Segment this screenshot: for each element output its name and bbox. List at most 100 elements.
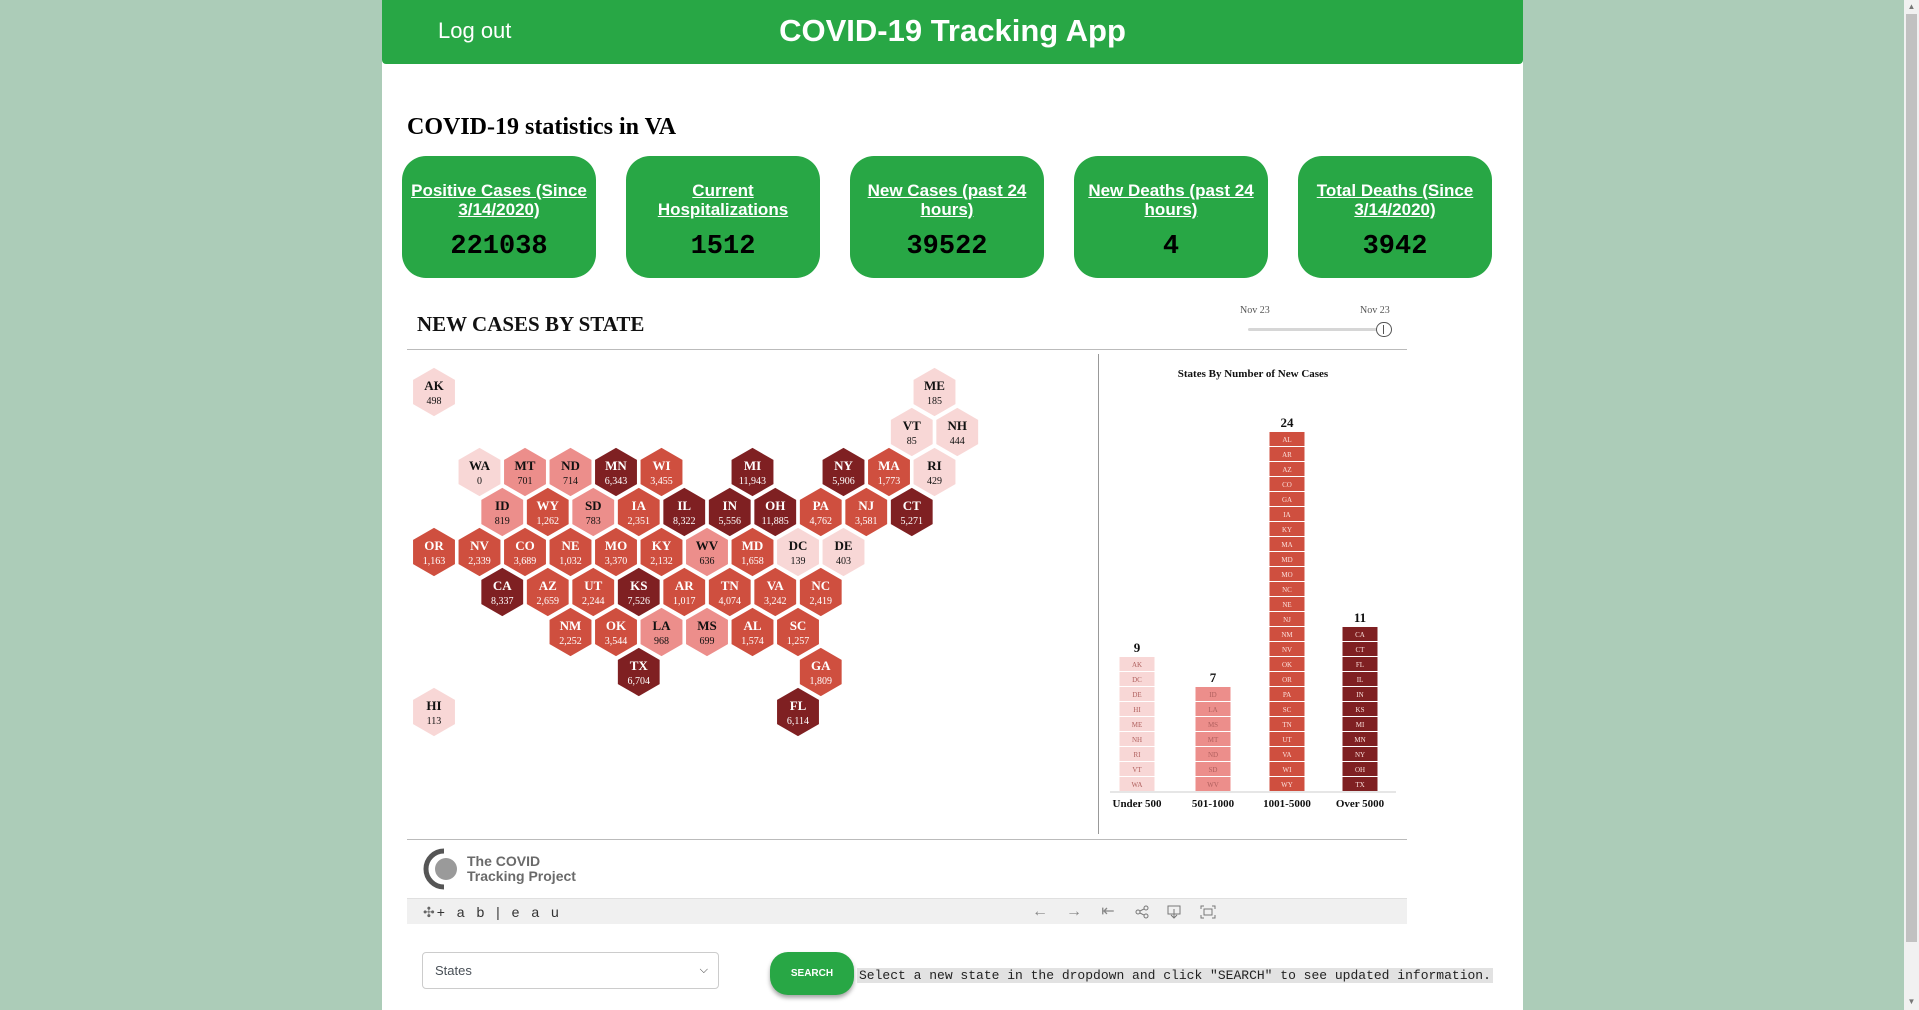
state-tile-dc[interactable]: DC 139 [775,526,821,578]
state-tile-wa[interactable]: WA 0 [457,446,502,498]
state-code: CT [903,498,921,513]
logout-link[interactable]: Log out [438,18,512,43]
state-tile-az[interactable]: AZ 2,659 [525,566,571,618]
state-tile-co[interactable]: CO 3,689 [502,526,548,578]
app-container: Log out COVID-19 Tracking App COVID-19 s… [382,0,1523,1010]
state-tile-me[interactable]: ME 185 [912,366,957,418]
state-tile-ca[interactable]: CA 8,337 [479,566,525,618]
revert-icon[interactable]: ⇤ [1101,903,1115,920]
undo-icon[interactable]: ← [1032,903,1048,920]
stat-label[interactable]: Total Deaths (Since 3/14/2020) [1316,181,1474,219]
bar-value-label: 11 [1354,610,1366,625]
state-tile-tx[interactable]: TX 6,704 [616,646,662,698]
state-tile-nv[interactable]: NV 2,339 [457,526,502,578]
bar-over-5000[interactable]: CA CT FL IL IN KS MI MN NY OH TX 11 [1342,610,1378,791]
state-tile-pa[interactable]: PA 4,762 [798,486,844,538]
tableau-logo[interactable]: ✣ + a b | e a u [423,904,563,921]
state-value: 4,762 [810,516,833,527]
state-tile-or[interactable]: OR 1,163 [411,526,457,578]
bar-501-1000[interactable]: ID LA MS MT ND SD WV 7 [1195,670,1231,791]
bar-1001-5000[interactable]: AL AR AZ CO GA IA KY MA MD MO NC NE NJ NM NV OK OR PA SC TN… [1269,415,1305,791]
state-hex [798,486,844,538]
share-icon[interactable] [1131,902,1153,922]
bar-unit [1119,702,1155,716]
state-tile-mt[interactable]: MT 701 [502,446,548,498]
stat-value: 3942 [1362,232,1428,262]
state-code: CA [493,578,512,593]
state-tile-nd[interactable]: ND 714 [548,446,593,498]
state-tile-ak[interactable]: AK 498 [411,366,457,418]
state-tile-ia[interactable]: IA 2,351 [616,486,662,538]
state-value: 7,526 [628,596,651,607]
state-value: 636 [700,556,715,567]
stat-label[interactable]: New Cases (past 24 hours) [867,181,1027,219]
covid-tracking-project-logo[interactable]: The COVID Tracking Project [422,847,592,891]
state-tile-md[interactable]: MD 1,658 [730,526,775,578]
state-hex [661,486,707,538]
date-slider-track[interactable] [1248,328,1382,331]
state-tile-hi[interactable]: HI 113 [411,686,457,738]
state-tile-nc[interactable]: NC 2,419 [798,566,844,618]
state-value: 701 [518,476,533,487]
redo-icon[interactable]: → [1066,903,1082,920]
bar-unit [1342,672,1378,686]
bar-under-500[interactable]: AK DC DE HI ME NH RI VT WA 9 [1119,640,1155,791]
state-tile-wi[interactable]: WI 3,455 [639,446,684,498]
state-tile-ky[interactable]: KY 2,132 [639,526,684,578]
state-tile-de[interactable]: DE 403 [821,526,866,578]
state-tile-ma[interactable]: MA 1,773 [866,446,912,498]
state-tile-ny[interactable]: NY 5,906 [821,446,866,498]
state-tile-in[interactable]: IN 5,556 [707,486,753,538]
state-tile-wv[interactable]: WV 636 [684,526,730,578]
state-tile-nh[interactable]: NH 444 [934,406,980,458]
stat-label[interactable]: Current Hospitalizations [657,181,789,219]
state-tile-ut[interactable]: UT 2,244 [570,566,616,618]
state-tile-mi[interactable]: MI 11,943 [730,446,775,498]
scroll-down-icon[interactable]: ▼ [1907,997,1916,1006]
state-tile-il[interactable]: IL 8,322 [661,486,707,538]
bar-unit-label: MN [1354,736,1365,744]
bar-unit [1119,732,1155,746]
state-tile-wy[interactable]: WY 1,262 [525,486,571,538]
state-tile-id[interactable]: ID 819 [479,486,525,538]
state-tile-va[interactable]: VA 3,242 [752,566,798,618]
bar-unit-label: IA [1283,511,1290,519]
state-tile-ne[interactable]: NE 1,032 [548,526,593,578]
state-tile-vt[interactable]: VT 85 [889,406,935,458]
state-dropdown[interactable]: States ⌵ [422,952,719,989]
state-tile-mo[interactable]: MO 3,370 [593,526,639,578]
state-code: NJ [858,498,874,513]
state-tile-fl[interactable]: FL 6,114 [775,686,821,738]
state-tile-nj[interactable]: NJ 3,581 [843,486,889,538]
state-tile-al[interactable]: AL 1,574 [730,606,775,658]
state-tile-la[interactable]: LA 968 [639,606,684,658]
search-button[interactable]: SEARCH [770,952,854,995]
state-tile-ks[interactable]: KS 7,526 [616,566,662,618]
state-tile-ar[interactable]: AR 1,017 [661,566,707,618]
state-tile-ok[interactable]: OK 3,544 [593,606,639,658]
stat-label[interactable]: Positive Cases (Since 3/14/2020) [411,181,587,219]
download-icon[interactable] [1163,902,1185,922]
scroll-up-icon[interactable]: ▲ [1907,2,1916,11]
state-tile-mn[interactable]: MN 6,343 [593,446,639,498]
bar-unit [1342,762,1378,776]
state-tile-ct[interactable]: CT 5,271 [889,486,935,538]
bar-unit-label: UT [1282,736,1292,744]
state-code: NY [834,458,853,473]
fullscreen-icon[interactable] [1197,902,1219,922]
scrollbar-thumb[interactable] [1906,14,1917,942]
state-tile-nm[interactable]: NM 2,252 [548,606,593,658]
state-tile-tn[interactable]: TN 4,074 [707,566,753,618]
state-hex [616,566,662,618]
state-tile-ri[interactable]: RI 429 [912,446,957,498]
state-tile-sd[interactable]: SD 783 [570,486,616,538]
stat-label[interactable]: New Deaths (past 24 hours) [1088,181,1254,219]
state-dropdown-value: States [435,963,472,978]
date-slider-handle[interactable] [1376,322,1392,337]
bar-unit-label: AR [1282,451,1292,459]
state-tile-ga[interactable]: GA 1,809 [798,646,844,698]
state-tile-ms[interactable]: MS 699 [684,606,730,658]
state-hex [684,606,730,658]
state-tile-sc[interactable]: SC 1,257 [775,606,821,658]
state-tile-oh[interactable]: OH 11,885 [752,486,798,538]
